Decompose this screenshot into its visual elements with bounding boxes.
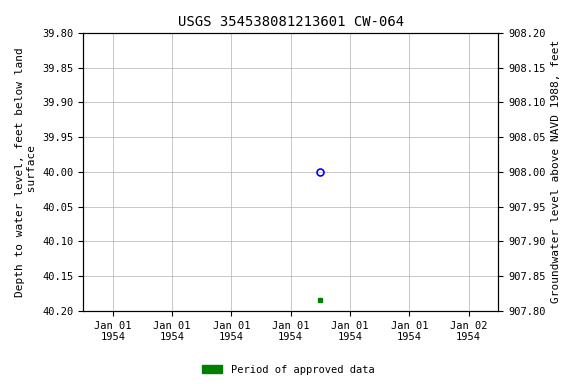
Y-axis label: Groundwater level above NAVD 1988, feet: Groundwater level above NAVD 1988, feet xyxy=(551,40,561,303)
Legend: Period of approved data: Period of approved data xyxy=(198,361,378,379)
Y-axis label: Depth to water level, feet below land
 surface: Depth to water level, feet below land su… xyxy=(15,47,37,297)
Title: USGS 354538081213601 CW-064: USGS 354538081213601 CW-064 xyxy=(177,15,404,29)
